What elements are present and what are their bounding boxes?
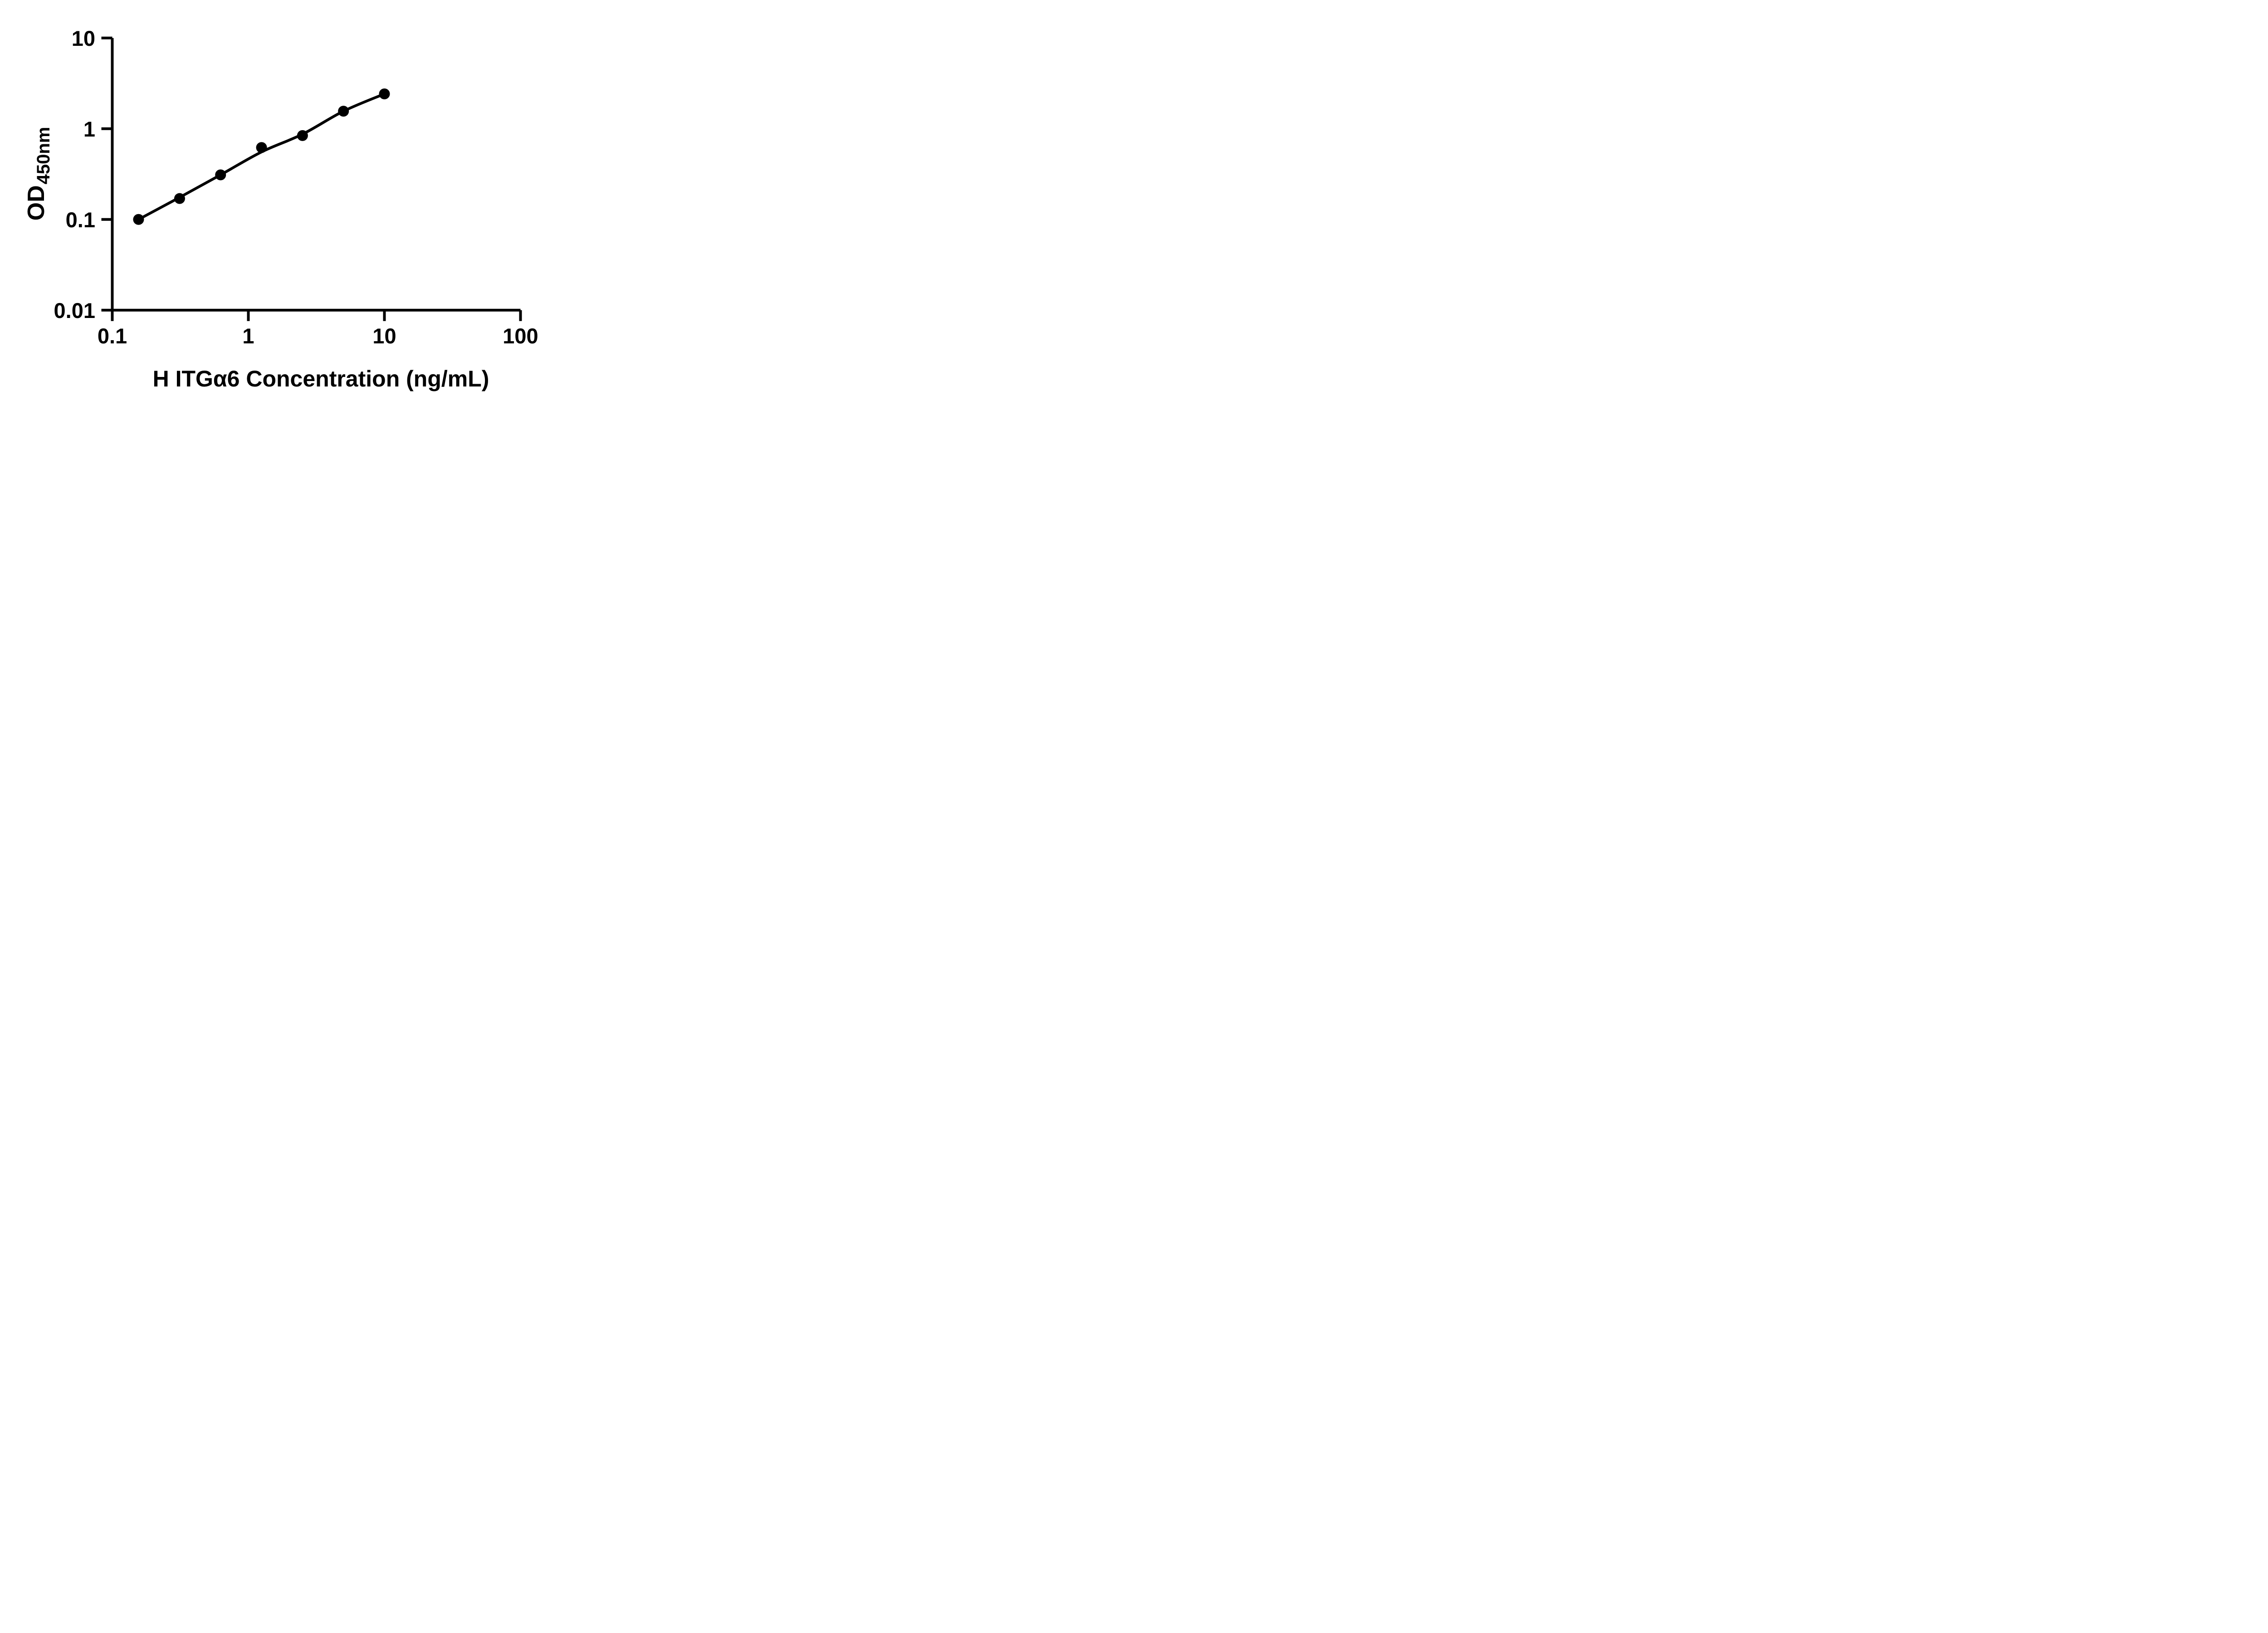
y-axis-title-main: OD — [23, 185, 49, 221]
y-tick-label-0.01: 0.01 — [54, 298, 95, 323]
data-point-1.25ng-ml — [256, 142, 267, 153]
x-tick-label-1: 1 — [242, 324, 254, 348]
x-tick-label-10: 10 — [372, 324, 396, 348]
y-tick-label-10: 10 — [72, 26, 95, 50]
x-axis-tick-labels: 0.1 1 10 100 — [98, 324, 538, 348]
x-axis-title: H ITGα6 Concentration (ng/mL) — [152, 366, 489, 391]
data-point-5ng-ml — [338, 106, 349, 117]
x-tick-label-100: 100 — [503, 324, 538, 348]
data-point-0.156ng-ml — [133, 214, 144, 225]
data-point-10ng-ml — [379, 88, 390, 99]
y-tick-label-0.1: 0.1 — [66, 208, 95, 232]
axis-spines — [111, 38, 521, 312]
data-point-2.5ng-ml — [297, 130, 308, 141]
x-tick-label-0.1: 0.1 — [98, 324, 127, 348]
y-axis-title-subscript: 450nm — [34, 127, 54, 185]
y-axis-tick-labels: 0.01 0.1 1 10 — [54, 26, 95, 323]
data-point-0.625ng-ml — [215, 169, 226, 181]
axis-tick-marks — [101, 36, 522, 321]
y-tick-label-1: 1 — [83, 117, 95, 141]
data-point-0.3125ng-ml — [174, 193, 185, 204]
data-point-markers — [133, 88, 390, 225]
elisa-standard-curve-figure: 0.1 1 10 100 0.01 0.1 1 10 OD450nm H ITGα6 Con… — [0, 0, 583, 408]
y-axis-title: OD450nm — [23, 127, 54, 221]
